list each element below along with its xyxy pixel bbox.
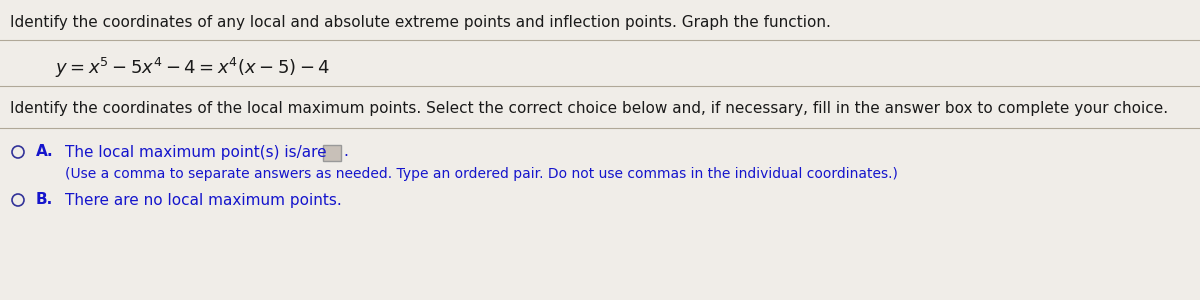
Text: There are no local maximum points.: There are no local maximum points. [65,193,342,208]
FancyBboxPatch shape [323,145,341,161]
Text: Identify the coordinates of any local and absolute extreme points and inflection: Identify the coordinates of any local an… [10,14,830,29]
Text: A.: A. [36,145,54,160]
Text: (Use a comma to separate answers as needed. Type an ordered pair. Do not use com: (Use a comma to separate answers as need… [65,167,898,181]
Text: $y = x^5 - 5x^4 - 4 = x^4(x - 5) - 4$: $y = x^5 - 5x^4 - 4 = x^4(x - 5) - 4$ [55,56,330,80]
Text: B.: B. [36,193,53,208]
Text: .: . [343,145,348,160]
Text: Identify the coordinates of the local maximum points. Select the correct choice : Identify the coordinates of the local ma… [10,100,1168,116]
Text: The local maximum point(s) is/are: The local maximum point(s) is/are [65,145,331,160]
